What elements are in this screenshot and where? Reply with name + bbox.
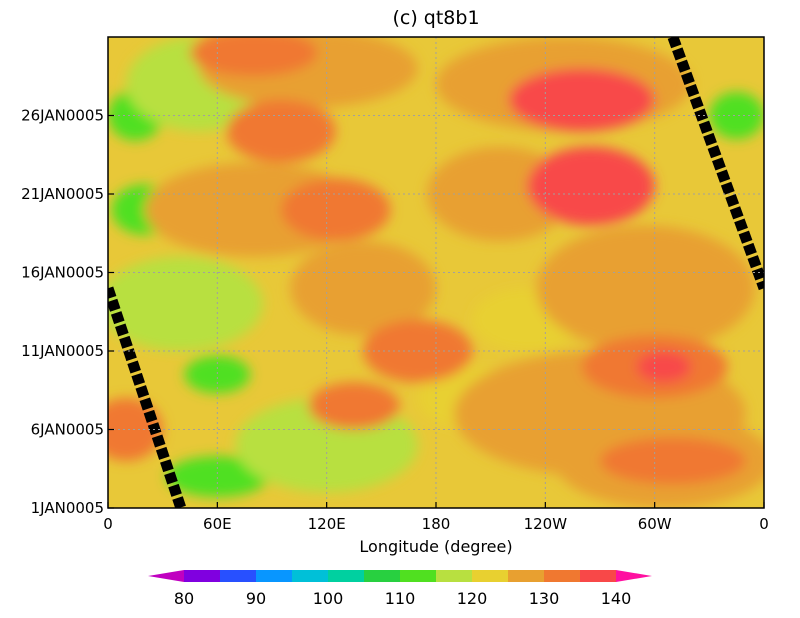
colorbar-cell (400, 570, 437, 582)
colorbar-cell (580, 570, 617, 582)
contour-region (108, 256, 263, 351)
chart-title: (c) qt8b1 (392, 7, 479, 29)
colorbar-cell (256, 570, 293, 582)
contour-region (363, 319, 473, 383)
y-tick-label: 1JAN0005 (31, 499, 104, 517)
colorbar: 80 90 100 110 120 130 140 (148, 570, 652, 608)
x-tick-label: 60W (638, 515, 672, 533)
plot-area (108, 37, 764, 508)
colorbar-cell (544, 570, 581, 582)
x-tick-label: 0 (103, 515, 113, 533)
y-tick-label: 26JAN0005 (21, 107, 104, 125)
colorbar-cell (148, 570, 184, 582)
x-tick-label: 60E (203, 515, 232, 533)
colorbar-label: 140 (601, 589, 632, 608)
contour-region (190, 37, 318, 77)
contour-region (281, 178, 391, 242)
colorbar-label: 100 (313, 589, 344, 608)
colorbar-cell (364, 570, 401, 582)
x-tick-label: 0 (759, 515, 769, 533)
contour-region (600, 437, 746, 485)
colorbar-label: 130 (529, 589, 560, 608)
colorbar-cell (436, 570, 473, 582)
colorbar-cell (220, 570, 257, 582)
colorbar-label: 90 (246, 589, 266, 608)
contour-region (184, 355, 251, 394)
contour-region (709, 91, 764, 140)
contour-region (166, 456, 269, 498)
colorbar-label: 110 (385, 589, 416, 608)
colorbar-cell (616, 570, 652, 582)
colorbar-cell (508, 570, 545, 582)
x-tick-label: 120W (524, 515, 568, 533)
x-tick-label: 180 (422, 515, 451, 533)
colorbar-cell (292, 570, 329, 582)
contour-region (290, 241, 436, 336)
contour-region (308, 382, 400, 430)
y-tick-label: 21JAN0005 (21, 185, 104, 203)
y-tick-label: 6JAN0005 (31, 421, 104, 439)
contour-region (226, 99, 336, 163)
x-axis-label: Longitude (degree) (359, 537, 512, 556)
y-tick-label: 16JAN0005 (21, 264, 104, 282)
contour-region (572, 157, 646, 199)
y-tick-label: 11JAN0005 (21, 342, 104, 360)
trajectory-line (667, 37, 764, 291)
contour-region (636, 351, 692, 383)
contour-region (536, 225, 755, 351)
x-tick-label: 120E (308, 515, 346, 533)
colorbar-cell (184, 570, 221, 582)
contour-region (536, 74, 628, 116)
colorbar-label: 80 (174, 589, 194, 608)
colorbar-label: 120 (457, 589, 488, 608)
colorbar-cell (328, 570, 365, 582)
colorbar-cell (472, 570, 509, 582)
